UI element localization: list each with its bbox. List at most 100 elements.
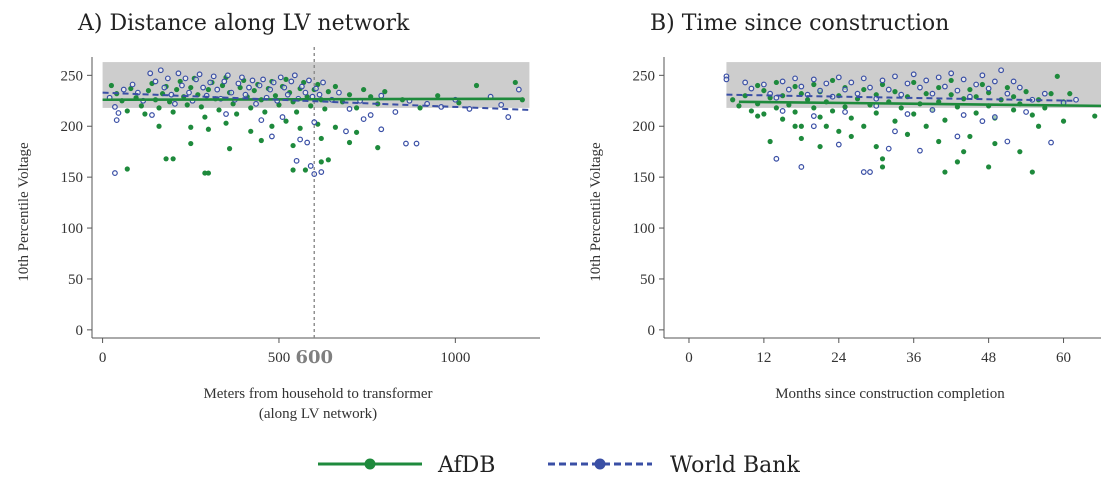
panel-b-point-afdb	[829, 108, 836, 114]
panel-b-point-worldbank	[817, 87, 823, 94]
panel-a-point-afdb	[216, 107, 222, 113]
panel-b-point-afdb	[936, 84, 942, 91]
panel-b-point-afdb	[979, 81, 985, 88]
panel-a-point-afdb	[251, 87, 257, 94]
panel-a-point-afdb	[188, 124, 194, 130]
panel-b-point-afdb	[967, 86, 973, 93]
panel-b-point-afdb	[879, 81, 886, 88]
panel-a-point-afdb	[188, 84, 194, 91]
panel-a-point-worldbank	[223, 111, 229, 117]
panel-a-x-tick-label: 500	[268, 350, 291, 366]
panel-b-point-worldbank	[979, 118, 986, 125]
panel-a-point-afdb	[283, 76, 289, 82]
panel-b-point-worldbank	[991, 114, 998, 120]
panel-a-vertical-reference-label: 600	[295, 347, 333, 368]
panel-a-point-worldbank	[336, 89, 342, 96]
panel-b-point-worldbank	[867, 84, 873, 91]
panel-a-point-afdb	[346, 139, 353, 146]
panel-a-point-worldbank	[239, 74, 245, 81]
panel-a-point-worldbank	[228, 89, 235, 96]
panel-a-point-afdb	[234, 111, 240, 117]
panel-b-point-afdb	[780, 116, 786, 122]
panel-a-point-worldbank	[378, 126, 385, 133]
panel-b-y-tick-label: 150	[633, 170, 656, 186]
panel-b-point-afdb	[767, 138, 773, 145]
panel-a-point-afdb	[156, 105, 162, 111]
panel-a-point-worldbank	[320, 79, 326, 86]
panel-b-ylabel: 10th Percentile Voltage	[588, 142, 604, 282]
panel-b-point-afdb	[936, 138, 942, 145]
panel-b-point-afdb	[911, 79, 917, 86]
panel-a-title: A) Distance along LV network	[77, 11, 410, 36]
panel-a-point-worldbank	[284, 91, 291, 98]
panel-a-point-worldbank	[175, 70, 182, 77]
panel-a-point-worldbank	[149, 112, 155, 118]
panel-a-xlabel: Meters from household to transformer	[203, 386, 432, 402]
panel-b-point-afdb	[986, 90, 992, 96]
panel-a-point-afdb	[138, 103, 144, 109]
panel-b-point-worldbank	[960, 112, 967, 118]
panel-a-xlabel-line2: (along LV network)	[259, 406, 377, 422]
panel-b-point-worldbank	[1004, 138, 1011, 145]
panel-a-point-afdb	[156, 123, 162, 129]
panel-b-point-afdb	[879, 164, 886, 170]
panel-b-point-worldbank	[798, 164, 805, 170]
panel-a-point-afdb	[188, 140, 194, 147]
panel-b-point-worldbank	[898, 91, 905, 98]
panel-a-point-afdb	[293, 109, 300, 115]
panel-a-point-afdb	[258, 137, 264, 144]
panel-b-point-afdb	[923, 91, 929, 97]
panel-b-point-worldbank	[748, 85, 755, 92]
panel-a-point-worldbank	[367, 112, 374, 118]
panel-a-point-afdb	[283, 118, 289, 124]
panel-b-point-afdb	[798, 135, 804, 142]
panel-b-point-worldbank	[917, 84, 923, 91]
panel-b-point-worldbank	[1048, 139, 1054, 146]
panel-a-point-worldbank	[256, 82, 263, 89]
panel-b-point-afdb	[898, 105, 904, 111]
panel-b-point-afdb	[761, 111, 767, 117]
panel-b-point-worldbank	[879, 77, 886, 84]
panel-a-point-afdb	[361, 86, 367, 93]
panel-b-point-worldbank	[785, 86, 792, 93]
panel-a-y-tick-label: 150	[61, 170, 84, 186]
panel-a-point-worldbank	[297, 136, 304, 143]
panel-b-point-worldbank	[942, 83, 948, 90]
panel-a-point-afdb	[512, 79, 518, 86]
panel-b-y-tick-label: 0	[648, 323, 656, 339]
panel-a-point-worldbank	[466, 106, 473, 112]
panel-b-point-afdb	[817, 143, 823, 150]
panel-a-point-afdb	[325, 89, 331, 95]
panel-a-point-worldbank	[316, 91, 323, 98]
panel-b-point-afdb	[730, 97, 736, 103]
panel-b-point-afdb	[873, 110, 879, 116]
panel-a-trend-afdb	[102, 97, 523, 102]
panel-b-point-afdb	[873, 92, 879, 98]
panel-b-point-afdb	[879, 156, 886, 162]
panel-b-point-afdb	[755, 82, 761, 89]
panel-b-point-worldbank	[1004, 90, 1011, 97]
panel-b-point-worldbank	[823, 80, 830, 87]
legend-afdb-label: AfDB	[437, 453, 495, 478]
panel-b-point-worldbank	[998, 67, 1005, 74]
panel-b-point-afdb	[973, 94, 979, 100]
panel-b-point-afdb	[780, 93, 786, 99]
panel-a-point-afdb	[322, 106, 328, 112]
panel-a-point-afdb	[124, 166, 130, 172]
panel-a-point-afdb	[375, 145, 381, 151]
panel-b-point-afdb	[892, 118, 898, 124]
panel-a-point-afdb	[290, 142, 296, 149]
panel-b-point-worldbank	[1073, 96, 1079, 103]
panel-a-point-worldbank	[258, 117, 265, 124]
panel-a-point-afdb	[163, 156, 169, 162]
panel-a-point-worldbank	[307, 163, 314, 169]
panel-b-point-afdb	[792, 109, 798, 115]
panel-a-trend-worldbank	[102, 91, 530, 111]
panel-b-point-worldbank	[835, 74, 842, 81]
panel-b-point-worldbank	[723, 76, 730, 83]
panel-b-point-afdb	[736, 103, 742, 109]
panel-b-point-worldbank	[935, 74, 942, 81]
panel-b-point-afdb	[1042, 105, 1048, 111]
panel-b-trend-afdb	[738, 100, 1101, 108]
